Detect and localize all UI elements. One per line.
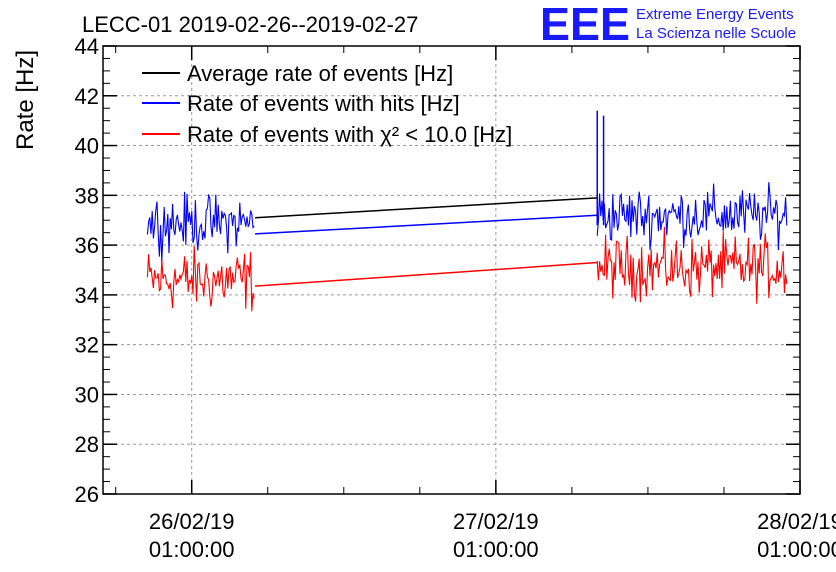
chi2-rate-segment [146, 246, 255, 312]
x-tick-label-time: 01:00:00 [757, 537, 836, 562]
legend-label-average: Average rate of events [Hz] [187, 61, 453, 86]
y-tick-label: 34 [75, 283, 99, 308]
y-axis-label: Rate [Hz] [12, 50, 39, 150]
legend-label-hits: Rate of events with hits [Hz] [187, 91, 460, 116]
eee-logo: EEE Extreme Energy Events La Scienza nel… [540, 0, 796, 50]
chi2-rate-segment [596, 226, 788, 304]
chi2-rate-gap-line [255, 261, 598, 287]
y-ticks: 26 28 30 32 34 36 38 40 42 44 [75, 34, 800, 507]
hits-rate-segment [596, 182, 788, 251]
series-layer [146, 110, 788, 312]
y-tick-label: 36 [75, 233, 99, 258]
hits-rate-segment [146, 191, 255, 261]
x-tick-label-date: 27/02/19 [453, 509, 539, 534]
y-tick-label: 40 [75, 134, 99, 159]
x-tick-label-date: 26/02/19 [149, 509, 235, 534]
grid [103, 46, 800, 494]
x-tick-label-date: 28/02/19 [757, 509, 836, 534]
y-tick-label: 38 [75, 183, 99, 208]
x-ticks: 26/02/19 01:00:00 27/02/19 01:00:00 28/02/19… [115, 46, 836, 562]
logo-mark: EEE [540, 0, 630, 50]
logo-line1: Extreme Energy Events [636, 6, 794, 23]
logo-line2: La Scienza nelle Scuole [636, 25, 796, 42]
x-tick-label-time: 01:00:00 [453, 537, 539, 562]
legend: Average rate of events [Hz] Rate of even… [142, 61, 512, 147]
y-tick-label: 28 [75, 432, 99, 457]
y-tick-label: 26 [75, 482, 99, 507]
y-tick-label: 32 [75, 333, 99, 358]
y-tick-label: 30 [75, 382, 99, 407]
legend-label-chi2: Rate of events with χ² < 10.0 [Hz] [187, 122, 512, 147]
x-tick-label-time: 01:00:00 [149, 537, 235, 562]
chart-title: LECC-01 2019-02-26--2019-02-27 [82, 12, 418, 37]
y-tick-label: 44 [75, 34, 99, 59]
hits-rate-gap-line [255, 214, 598, 235]
y-tick-label: 42 [75, 84, 99, 109]
average-rate-line [255, 197, 598, 219]
